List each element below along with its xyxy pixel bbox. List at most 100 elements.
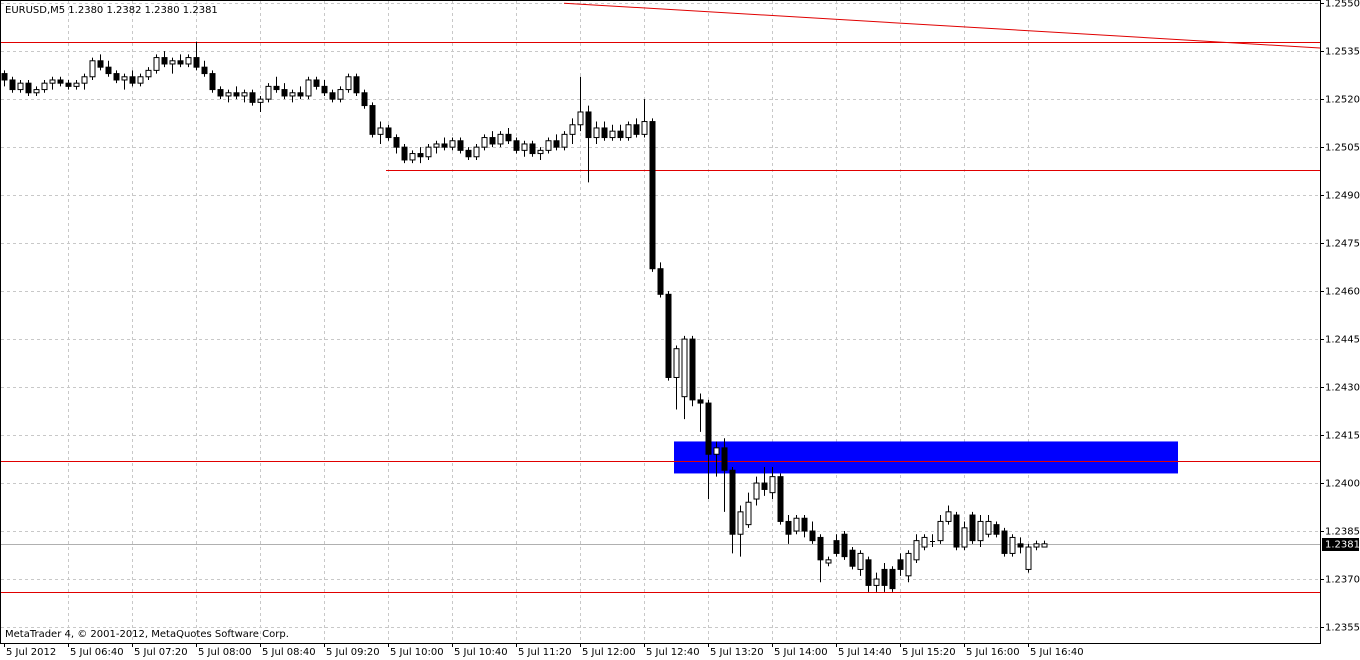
- footer: MetaTrader 4, © 2001-2012, MetaQuotes So…: [5, 629, 289, 640]
- candle-body: [993, 524, 1000, 535]
- candle-body: [945, 511, 952, 522]
- candle-body: [857, 552, 864, 570]
- x-tick-label: 5 Jul 08:00: [198, 647, 252, 658]
- candle-body: [665, 293, 672, 378]
- candle-body: [321, 85, 328, 94]
- candle-body: [17, 82, 24, 91]
- candle-body: [753, 482, 760, 500]
- candle-body: [545, 140, 552, 151]
- trend-line: [563, 2, 1321, 49]
- candle-body: [129, 76, 136, 84]
- candle-body: [809, 530, 816, 542]
- candle-body: [417, 153, 424, 158]
- x-tick-label: 5 Jul 10:00: [390, 647, 444, 658]
- x-tick-label: 5 Jul 09:20: [326, 647, 380, 658]
- candle-body: [537, 149, 544, 155]
- candle-body: [177, 60, 184, 65]
- candle-body: [161, 57, 168, 65]
- candle-body: [721, 447, 728, 471]
- candle-body: [601, 127, 608, 139]
- x-tick-label: 5 Jul 13:20: [710, 647, 764, 658]
- x-tick-label: 5 Jul 14:40: [838, 647, 892, 658]
- candle-body: [761, 482, 768, 490]
- candle-body: [609, 130, 616, 139]
- candle-body: [377, 127, 384, 135]
- candle-body: [25, 82, 32, 94]
- candle-body: [449, 140, 456, 148]
- y-tick-label: 1.2355: [1325, 623, 1360, 634]
- candle-body: [329, 92, 336, 100]
- candle-body: [785, 520, 792, 535]
- y-tick-label: 1.2505: [1325, 143, 1360, 154]
- candle-body: [305, 79, 312, 97]
- x-tick-label: 5 Jul 12:00: [582, 647, 636, 658]
- candle-body: [777, 476, 784, 522]
- candle-body: [1009, 536, 1016, 554]
- candle-body: [201, 66, 208, 75]
- candle-body: [641, 121, 648, 135]
- candle-body: [297, 92, 304, 97]
- candle-body: [505, 133, 512, 142]
- candle-body: [1041, 543, 1048, 548]
- candle-body: [953, 514, 960, 548]
- candle-body: [361, 92, 368, 107]
- candle-body: [937, 520, 944, 542]
- x-tick-label: 5 Jul 10:40: [454, 647, 508, 658]
- candle-body: [697, 399, 704, 404]
- candle-body: [1001, 530, 1008, 554]
- candle-body: [81, 76, 88, 84]
- candle-body: [57, 79, 64, 84]
- candle-body: [409, 153, 416, 161]
- x-tick-label: 5 Jul 12:40: [646, 647, 700, 658]
- candle-body: [441, 143, 448, 148]
- y-tick-label: 1.2385: [1325, 527, 1360, 538]
- candle-body: [769, 476, 776, 494]
- candle-body: [353, 76, 360, 94]
- candle-body: [481, 137, 488, 148]
- candle-body: [1033, 543, 1040, 548]
- candle-body: [41, 82, 48, 91]
- candle-body: [905, 552, 912, 577]
- candle-body: [569, 124, 576, 135]
- candle-body: [33, 89, 40, 94]
- candle-body: [385, 127, 392, 139]
- candle-body: [521, 143, 528, 151]
- x-tick-label: 5 Jul 06:40: [70, 647, 124, 658]
- y-tick-label: 1.2370: [1325, 575, 1360, 586]
- candle-body: [825, 559, 832, 564]
- candle-body: [289, 92, 296, 97]
- candle-body: [553, 140, 560, 148]
- candle-body: [257, 98, 264, 103]
- candle-body: [921, 536, 928, 548]
- candle-body: [241, 92, 248, 97]
- plot-border: [0, 0, 1321, 644]
- candle-body: [689, 338, 696, 401]
- candle-body: [841, 533, 848, 558]
- y-tick-label: 1.2400: [1325, 479, 1360, 490]
- price-zone: [674, 441, 1178, 474]
- candle-body: [9, 79, 16, 91]
- candle-body: [593, 127, 600, 139]
- candle-body: [617, 130, 624, 139]
- candle-body: [369, 105, 376, 135]
- y-tick-label: 1.2415: [1325, 431, 1360, 442]
- candle-body: [49, 79, 56, 84]
- candle-body: [793, 517, 800, 532]
- candle-body: [313, 79, 320, 87]
- candle-body: [657, 268, 664, 295]
- candle-body: [633, 124, 640, 135]
- candle-body: [425, 146, 432, 158]
- candle-body: [969, 514, 976, 542]
- candle-body: [97, 60, 104, 68]
- candle-body: [217, 89, 224, 97]
- y-tick-label: 1.2550: [1325, 0, 1360, 10]
- candle-body: [833, 540, 840, 554]
- y-tick-label: 1.2475: [1325, 239, 1360, 250]
- candle-body: [121, 76, 128, 81]
- candle-body: [337, 89, 344, 100]
- candle-body: [873, 578, 880, 586]
- candle-body: [625, 124, 632, 139]
- x-tick-label: 5 Jul 16:40: [1030, 647, 1084, 658]
